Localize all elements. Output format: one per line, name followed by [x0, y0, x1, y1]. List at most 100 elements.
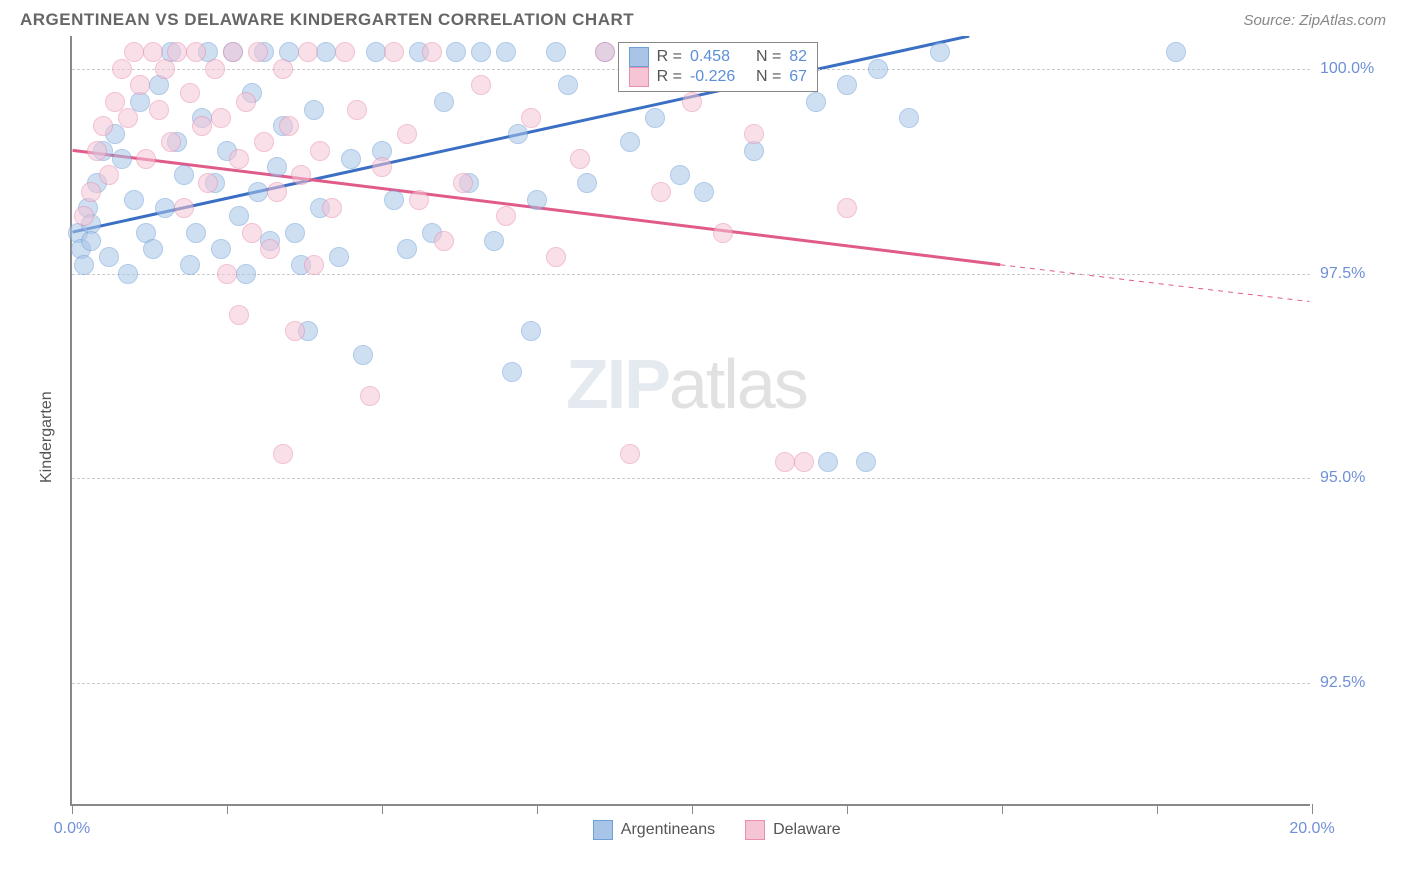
scatter-point	[236, 92, 256, 112]
scatter-point	[322, 198, 342, 218]
scatter-point	[217, 264, 237, 284]
stat-r-label: R =	[657, 68, 682, 86]
stat-n-label: N =	[756, 68, 781, 86]
scatter-point	[130, 75, 150, 95]
scatter-point	[496, 206, 516, 226]
scatter-point	[248, 182, 268, 202]
scatter-point	[335, 42, 355, 62]
scatter-point	[254, 132, 274, 152]
stats-row: R =-0.226N =67	[629, 67, 807, 87]
scatter-point	[353, 345, 373, 365]
scatter-point	[446, 42, 466, 62]
scatter-point	[360, 386, 380, 406]
scatter-point	[329, 247, 349, 267]
xtick	[1002, 804, 1003, 814]
trend-line-dashed	[1000, 265, 1309, 302]
scatter-point	[174, 165, 194, 185]
scatter-point	[223, 42, 243, 62]
scatter-point	[794, 452, 814, 472]
scatter-point	[502, 362, 522, 382]
scatter-point	[285, 321, 305, 341]
scatter-point	[422, 42, 442, 62]
scatter-point	[304, 100, 324, 120]
scatter-point	[620, 444, 640, 464]
scatter-point	[273, 59, 293, 79]
gridline	[72, 274, 1310, 275]
scatter-point	[124, 190, 144, 210]
scatter-point	[192, 116, 212, 136]
xtick-label: 0.0%	[54, 820, 90, 838]
plot-area: 92.5%95.0%97.5%100.0%0.0%20.0%R =0.458N …	[70, 36, 1310, 806]
scatter-point	[682, 92, 702, 112]
scatter-point	[99, 247, 119, 267]
scatter-point	[546, 247, 566, 267]
scatter-point	[149, 100, 169, 120]
scatter-point	[229, 305, 249, 325]
scatter-point	[434, 92, 454, 112]
scatter-point	[384, 190, 404, 210]
scatter-point	[806, 92, 826, 112]
scatter-point	[205, 59, 225, 79]
scatter-point	[316, 42, 336, 62]
xtick	[227, 804, 228, 814]
scatter-point	[273, 444, 293, 464]
scatter-point	[304, 255, 324, 275]
scatter-point	[81, 231, 101, 251]
ytick-label: 95.0%	[1320, 469, 1400, 487]
scatter-point	[484, 231, 504, 251]
scatter-point	[899, 108, 919, 128]
scatter-point	[298, 42, 318, 62]
ytick-label: 92.5%	[1320, 674, 1400, 692]
scatter-point	[310, 141, 330, 161]
scatter-point	[155, 198, 175, 218]
xtick	[382, 804, 383, 814]
scatter-point	[118, 264, 138, 284]
xtick	[1157, 804, 1158, 814]
scatter-point	[651, 182, 671, 202]
scatter-point	[620, 132, 640, 152]
scatter-point	[248, 42, 268, 62]
scatter-point	[124, 42, 144, 62]
scatter-point	[174, 198, 194, 218]
xtick	[847, 804, 848, 814]
scatter-point	[118, 108, 138, 128]
scatter-point	[744, 124, 764, 144]
scatter-point	[1166, 42, 1186, 62]
scatter-point	[670, 165, 690, 185]
scatter-point	[595, 42, 615, 62]
scatter-point	[645, 108, 665, 128]
xtick	[1312, 804, 1313, 814]
scatter-point	[285, 223, 305, 243]
scatter-point	[775, 452, 795, 472]
scatter-point	[136, 149, 156, 169]
scatter-point	[471, 42, 491, 62]
scatter-point	[74, 255, 94, 275]
stat-r-value: -0.226	[690, 68, 748, 86]
scatter-point	[87, 141, 107, 161]
scatter-point	[341, 149, 361, 169]
legend-label: Delaware	[773, 821, 841, 839]
scatter-point	[558, 75, 578, 95]
gridline	[72, 478, 1310, 479]
stats-row: R =0.458N =82	[629, 47, 807, 67]
scatter-point	[93, 116, 113, 136]
xtick	[72, 804, 73, 814]
ytick-label: 97.5%	[1320, 265, 1400, 283]
scatter-point	[267, 157, 287, 177]
scatter-point	[366, 42, 386, 62]
scatter-point	[347, 100, 367, 120]
scatter-point	[112, 59, 132, 79]
scatter-point	[143, 239, 163, 259]
scatter-point	[161, 132, 181, 152]
scatter-point	[180, 83, 200, 103]
scatter-point	[837, 75, 857, 95]
scatter-point	[496, 42, 516, 62]
ytick-label: 100.0%	[1320, 60, 1400, 78]
legend-item: Argentineans	[593, 820, 715, 840]
y-axis-label: Kindergarten	[38, 391, 56, 483]
stat-r-label: R =	[657, 48, 682, 66]
chart-container: 92.5%95.0%97.5%100.0%0.0%20.0%R =0.458N …	[20, 36, 1280, 806]
stat-r-value: 0.458	[690, 48, 748, 66]
legend-label: Argentineans	[621, 821, 715, 839]
scatter-point	[818, 452, 838, 472]
